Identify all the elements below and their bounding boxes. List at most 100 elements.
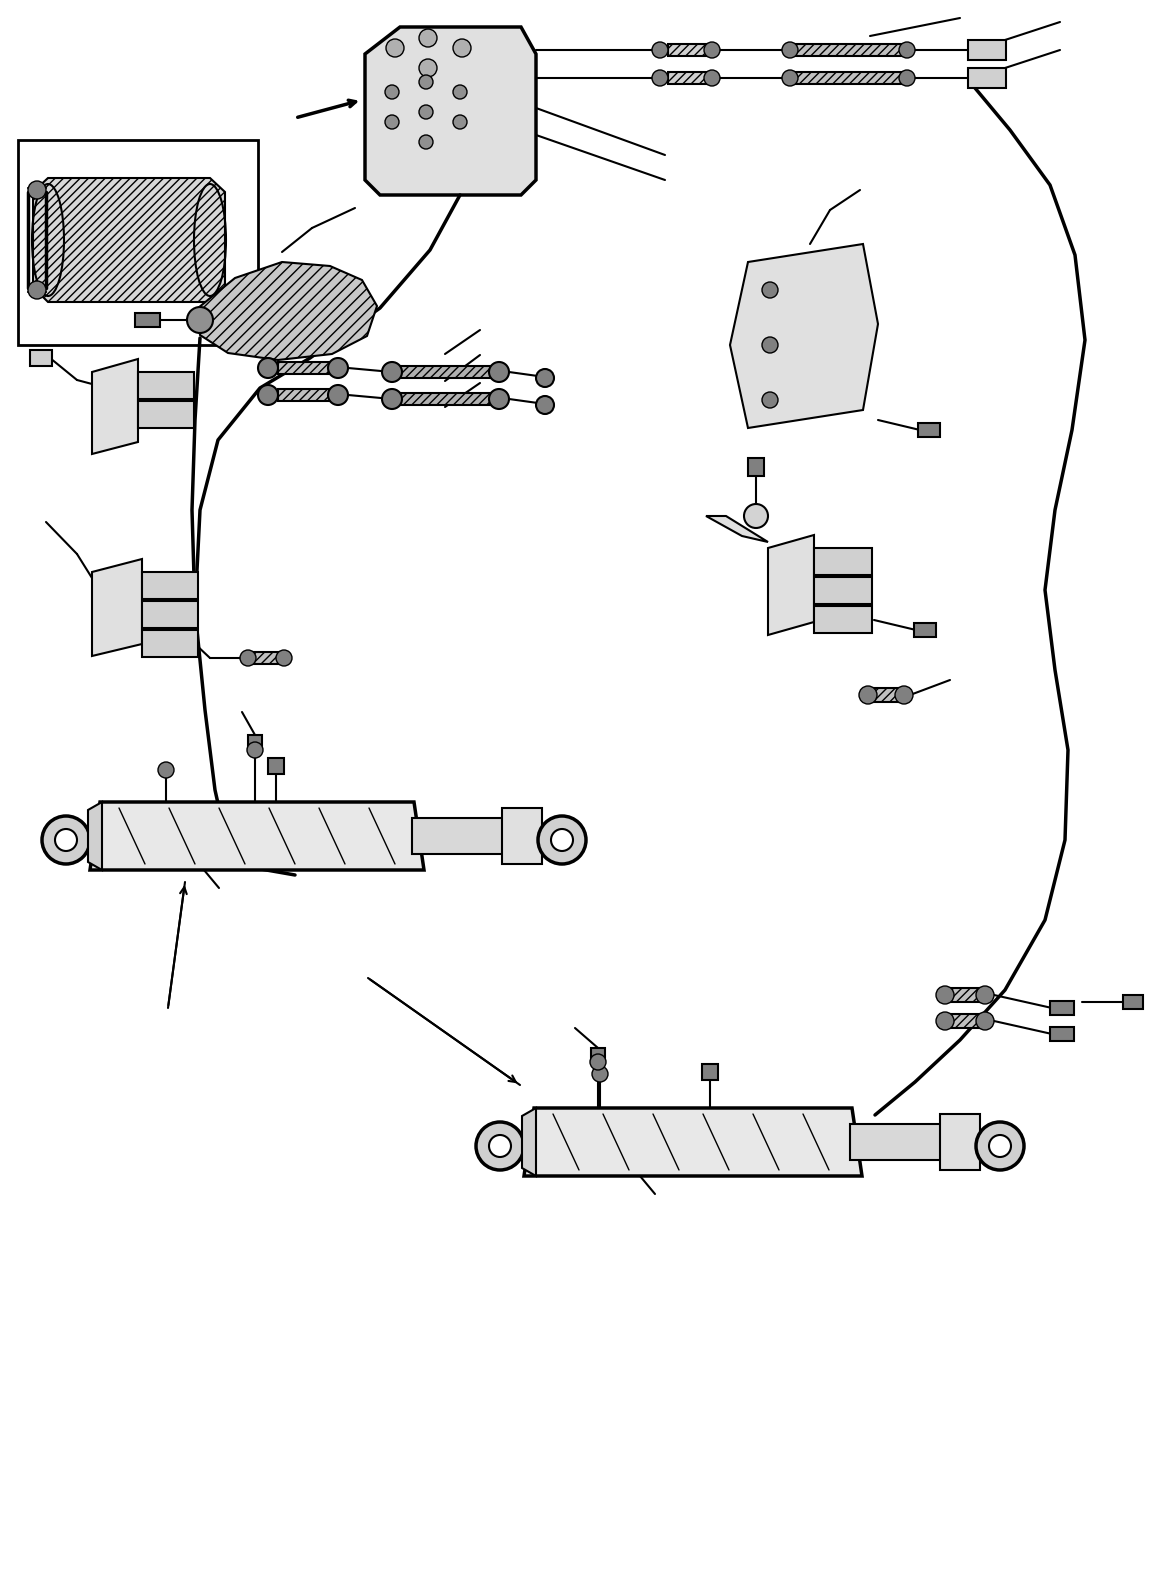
Circle shape: [419, 59, 437, 78]
Circle shape: [419, 75, 433, 89]
Circle shape: [489, 1135, 511, 1157]
Polygon shape: [90, 801, 424, 870]
Bar: [1123, 995, 1143, 1009]
Circle shape: [489, 389, 509, 409]
Bar: [814, 606, 872, 633]
Circle shape: [419, 135, 433, 149]
Circle shape: [537, 816, 586, 863]
Circle shape: [989, 1135, 1011, 1157]
Bar: [701, 1063, 718, 1081]
Polygon shape: [93, 359, 138, 454]
Bar: [591, 1047, 605, 1062]
Circle shape: [704, 41, 720, 59]
Bar: [135, 313, 160, 327]
Bar: [30, 351, 52, 367]
Circle shape: [258, 359, 278, 378]
Circle shape: [28, 281, 46, 298]
Bar: [1050, 1027, 1074, 1041]
Circle shape: [975, 1013, 994, 1030]
Circle shape: [55, 828, 77, 851]
Bar: [392, 394, 497, 405]
Polygon shape: [365, 27, 536, 195]
Polygon shape: [88, 801, 102, 870]
Circle shape: [936, 986, 954, 1005]
Circle shape: [328, 359, 348, 378]
Circle shape: [382, 362, 402, 382]
Bar: [915, 624, 936, 636]
Bar: [392, 367, 497, 378]
Bar: [667, 44, 710, 56]
Polygon shape: [706, 516, 768, 543]
Bar: [142, 571, 198, 598]
Circle shape: [860, 686, 877, 705]
Circle shape: [453, 114, 467, 129]
Bar: [412, 817, 504, 854]
Circle shape: [28, 181, 46, 198]
Circle shape: [453, 40, 471, 57]
Circle shape: [782, 41, 797, 59]
Bar: [138, 371, 194, 398]
Bar: [945, 1014, 982, 1028]
Bar: [278, 389, 336, 402]
Bar: [790, 71, 905, 84]
Circle shape: [593, 1066, 608, 1082]
Circle shape: [247, 743, 263, 759]
Bar: [814, 578, 872, 605]
Circle shape: [895, 686, 913, 705]
Polygon shape: [523, 1108, 862, 1176]
Circle shape: [328, 386, 348, 405]
Circle shape: [419, 105, 433, 119]
Polygon shape: [730, 244, 878, 428]
Circle shape: [899, 41, 915, 59]
Circle shape: [42, 816, 90, 863]
Polygon shape: [33, 178, 225, 302]
Bar: [945, 989, 982, 1001]
Bar: [142, 630, 198, 657]
Circle shape: [489, 362, 509, 382]
Bar: [18, 140, 258, 344]
Bar: [748, 459, 763, 476]
Circle shape: [240, 651, 256, 667]
Polygon shape: [522, 1108, 536, 1176]
Circle shape: [276, 651, 292, 667]
Bar: [502, 808, 542, 863]
Circle shape: [704, 70, 720, 86]
Circle shape: [899, 70, 915, 86]
Circle shape: [419, 29, 437, 48]
Bar: [1050, 1001, 1074, 1016]
Circle shape: [975, 1122, 1023, 1170]
Circle shape: [552, 828, 573, 851]
Polygon shape: [198, 262, 377, 360]
Circle shape: [975, 986, 994, 1005]
Circle shape: [536, 370, 554, 387]
Circle shape: [475, 1122, 523, 1170]
Circle shape: [762, 282, 778, 298]
Circle shape: [187, 306, 213, 333]
Bar: [248, 735, 262, 751]
Bar: [814, 548, 872, 574]
Circle shape: [385, 114, 399, 129]
Circle shape: [385, 86, 399, 98]
Circle shape: [386, 40, 404, 57]
Bar: [138, 402, 194, 428]
Bar: [940, 1114, 980, 1170]
Bar: [868, 689, 902, 701]
Circle shape: [590, 1054, 607, 1070]
Circle shape: [744, 505, 768, 528]
Circle shape: [762, 336, 778, 352]
Bar: [667, 71, 710, 84]
Circle shape: [382, 389, 402, 409]
Bar: [968, 68, 1006, 87]
Circle shape: [453, 86, 467, 98]
Bar: [918, 424, 940, 436]
Bar: [268, 759, 285, 774]
Polygon shape: [768, 535, 814, 635]
Bar: [278, 362, 336, 375]
Bar: [248, 652, 282, 663]
Circle shape: [652, 41, 667, 59]
Polygon shape: [93, 559, 142, 655]
Circle shape: [536, 397, 554, 414]
Bar: [790, 44, 905, 56]
Circle shape: [782, 70, 797, 86]
Circle shape: [936, 1013, 954, 1030]
